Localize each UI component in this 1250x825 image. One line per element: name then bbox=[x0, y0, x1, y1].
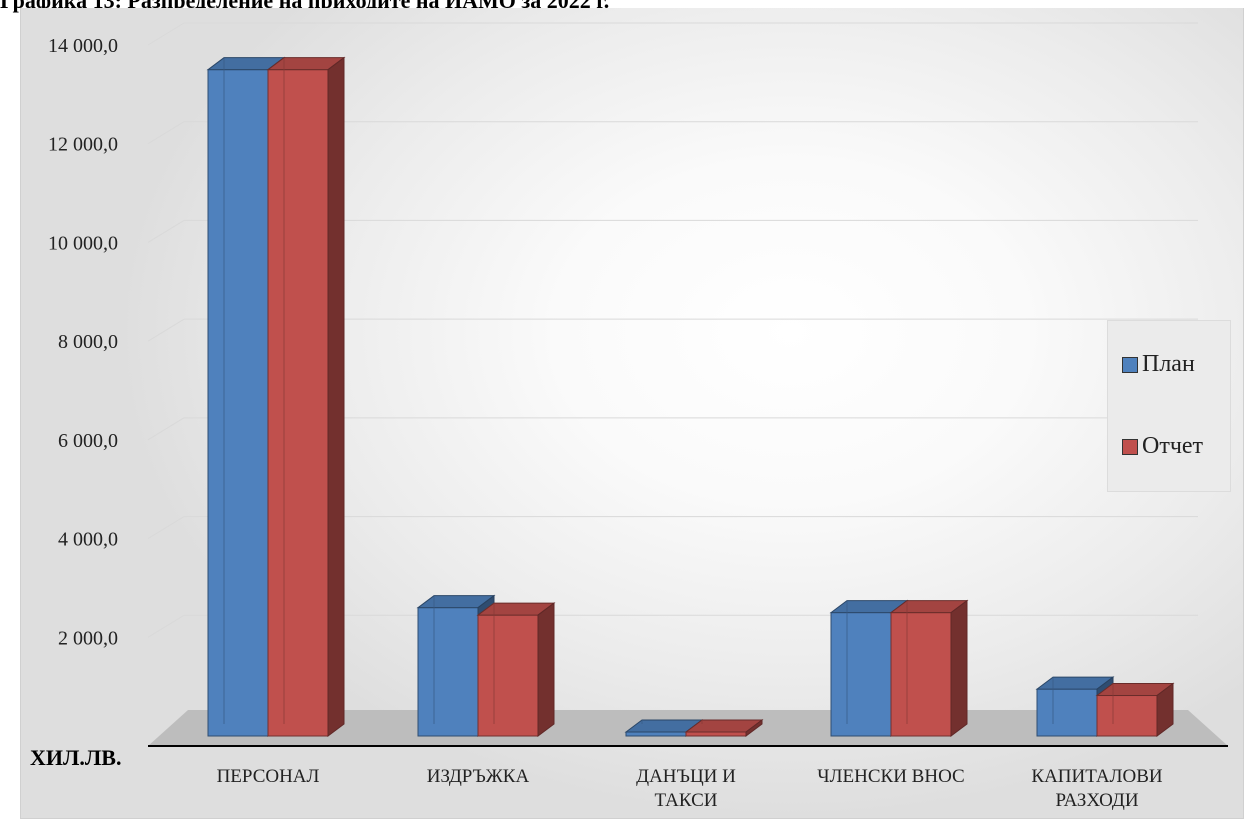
category-label-line: ПЕРСОНАЛ bbox=[217, 766, 320, 787]
legend-item-plan: План bbox=[1122, 351, 1195, 378]
y-tick-label: 10 000,0 bbox=[48, 232, 118, 254]
y-tick-label: 6 000,0 bbox=[58, 430, 118, 452]
legend-item-report: Отчет bbox=[1122, 433, 1203, 460]
category-label-line: КАПИТАЛОВИ bbox=[1031, 766, 1162, 787]
bars bbox=[206, 56, 1175, 737]
bar-side bbox=[537, 602, 555, 737]
legend-swatch-report bbox=[1122, 438, 1138, 455]
bar-front bbox=[417, 607, 479, 737]
category-labels: ПЕРСОНАЛ ИЗДРЪЖКА ДАНЪЦИ И ТАКСИ ЧЛЕНСКИ ВНО… bbox=[217, 766, 1163, 811]
bar-side bbox=[327, 56, 345, 737]
bar-side bbox=[1156, 682, 1174, 737]
category-label-line: ТАКСИ bbox=[655, 790, 718, 811]
legend-swatch-plan bbox=[1122, 356, 1138, 373]
bar-front bbox=[625, 731, 687, 737]
category-label: ПЕРСОНАЛ bbox=[217, 766, 320, 787]
bar-front bbox=[1036, 688, 1098, 737]
category-label-line: РАЗХОДИ bbox=[1055, 790, 1138, 811]
bar-front bbox=[207, 69, 269, 737]
category-label-line: ИЗДРЪЖКА bbox=[427, 766, 530, 787]
y-tick-label: 2 000,0 bbox=[58, 627, 118, 649]
bar bbox=[1095, 682, 1175, 737]
bar-front bbox=[1096, 695, 1158, 737]
unit-label: ХИЛ.ЛВ. bbox=[30, 745, 121, 770]
y-tick-label: 12 000,0 bbox=[48, 134, 118, 156]
bar-front bbox=[267, 69, 329, 737]
bar-side bbox=[950, 599, 968, 737]
bar-front bbox=[830, 612, 892, 737]
gridlines bbox=[147, 22, 1198, 638]
bar bbox=[266, 56, 346, 737]
category-label-line: ДАНЪЦИ И bbox=[636, 766, 736, 787]
category-label: ДАНЪЦИ И ТАКСИ bbox=[636, 766, 736, 811]
bar bbox=[889, 599, 969, 737]
legend-label-report: Отчет bbox=[1142, 433, 1204, 459]
bar bbox=[476, 602, 556, 737]
y-tick-label: 14 000,0 bbox=[48, 35, 118, 57]
bar bbox=[684, 719, 764, 737]
gridline-depth bbox=[147, 516, 185, 539]
legend: План Отчет bbox=[1107, 320, 1231, 492]
gridline-depth bbox=[147, 417, 185, 441]
gridline-depth bbox=[147, 22, 185, 46]
gridline-depth bbox=[147, 614, 185, 638]
bar-front bbox=[890, 612, 952, 737]
y-axis-ticks: 14 000,0 12 000,0 10 000,0 8 000,0 6 000,0 4 … bbox=[48, 35, 118, 649]
y-tick-label: 8 000,0 bbox=[58, 331, 118, 353]
category-label: КАПИТАЛОВИ РАЗХОДИ bbox=[1031, 766, 1162, 811]
category-label: ЧЛЕНСКИ ВНОС bbox=[817, 766, 964, 787]
legend-label-plan: План bbox=[1142, 351, 1195, 377]
category-label-line: ЧЛЕНСКИ ВНОС bbox=[817, 766, 964, 787]
y-tick-label: 4 000,0 bbox=[58, 529, 118, 551]
bar-side bbox=[745, 719, 763, 737]
gridline-depth bbox=[147, 220, 185, 243]
gridline-depth bbox=[147, 318, 185, 342]
gridline-depth bbox=[147, 121, 185, 145]
category-label: ИЗДРЪЖКА bbox=[427, 766, 530, 787]
bar-front bbox=[477, 614, 539, 737]
bar-front bbox=[685, 731, 747, 737]
